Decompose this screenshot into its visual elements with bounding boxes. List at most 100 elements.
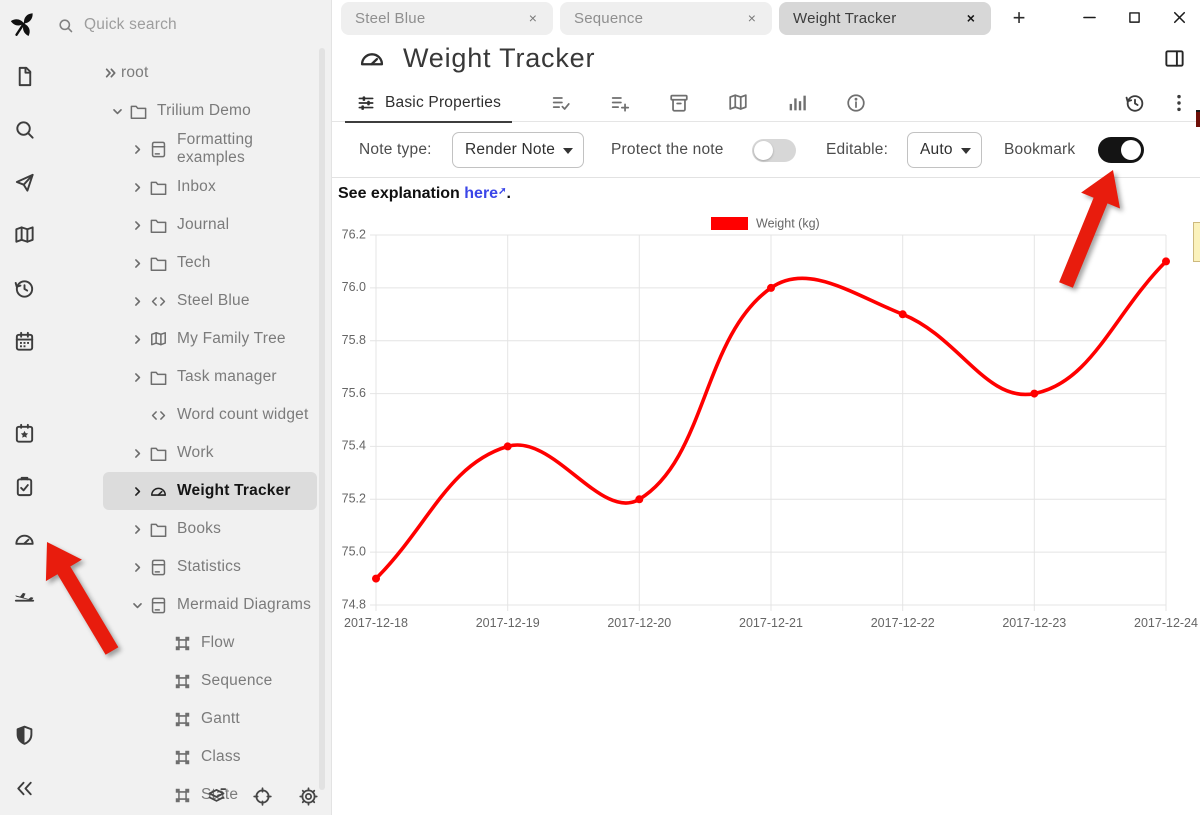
left-pane: Quick search root Trilium Demo Formatting … bbox=[0, 0, 331, 815]
tree-item-task-manager[interactable]: Task manager bbox=[103, 358, 323, 396]
note-tree-pane: Quick search root Trilium Demo Formatting … bbox=[48, 0, 331, 815]
launcher-jump-to-note-button[interactable] bbox=[0, 156, 48, 209]
tree-item-statistics[interactable]: Statistics bbox=[103, 548, 323, 586]
chevron-down-icon[interactable] bbox=[131, 595, 149, 615]
ribbon-tab-owned-attributes[interactable] bbox=[550, 92, 572, 114]
tree-item-trilium-demo[interactable]: Trilium Demo bbox=[103, 92, 323, 130]
chevron-right-icon[interactable] bbox=[131, 557, 149, 577]
history-icon bbox=[13, 277, 36, 300]
tree-item-tech[interactable]: Tech bbox=[103, 244, 323, 282]
tree-item-inbox[interactable]: Inbox bbox=[103, 168, 323, 206]
calendar-star-icon bbox=[13, 422, 36, 445]
note-type-select[interactable]: Render Note bbox=[452, 132, 585, 168]
tab-basic-properties[interactable]: Basic Properties bbox=[345, 84, 513, 123]
tab-close-icon[interactable]: × bbox=[528, 9, 538, 26]
folder-icon bbox=[149, 443, 177, 463]
plane-icon bbox=[13, 581, 36, 604]
more-menu-button[interactable] bbox=[1168, 92, 1190, 114]
data-point bbox=[503, 442, 512, 451]
tree-item-word-count-widget[interactable]: Word count widget bbox=[103, 396, 323, 434]
launcher-protected-session-button[interactable] bbox=[0, 709, 48, 762]
explanation-link[interactable]: here➚ bbox=[464, 185, 507, 202]
scroll-to-active-note-button[interactable] bbox=[252, 786, 273, 807]
tree-item-mermaid-diagrams[interactable]: Mermaid Diagrams bbox=[103, 586, 323, 624]
tab-sequence[interactable]: Sequence × bbox=[560, 1, 772, 35]
tree-item-label: Mermaid Diagrams bbox=[177, 596, 312, 613]
note-revisions-button[interactable] bbox=[1124, 92, 1146, 114]
code-icon bbox=[149, 405, 177, 425]
launcher-recent-changes-button[interactable] bbox=[0, 262, 48, 315]
expand-all-icon[interactable] bbox=[103, 63, 121, 83]
tab-label: Steel Blue bbox=[355, 9, 426, 27]
tab-steel-blue[interactable]: Steel Blue × bbox=[341, 1, 553, 35]
clipped-edge-element bbox=[1196, 110, 1200, 127]
svg-text:2017-12-20: 2017-12-20 bbox=[607, 616, 671, 630]
chevron-right-icon[interactable] bbox=[131, 367, 149, 387]
ribbon-tab-note-map[interactable] bbox=[727, 92, 749, 114]
tree-item-class[interactable]: Class bbox=[103, 738, 323, 776]
chevron-right-icon[interactable] bbox=[131, 329, 149, 349]
chevron-right-icon[interactable] bbox=[131, 139, 149, 159]
chevron-right-icon[interactable] bbox=[131, 443, 149, 463]
map-icon bbox=[149, 329, 177, 349]
tree-item-root[interactable]: root bbox=[103, 54, 323, 92]
main-pane: Steel Blue × Sequence × Weight Tracker × + We… bbox=[331, 0, 1200, 815]
tree-item-gantt[interactable]: Gantt bbox=[103, 700, 323, 738]
clipped-edge-note bbox=[1193, 222, 1200, 262]
chevron-right-icon[interactable] bbox=[131, 291, 149, 311]
tree-item-books[interactable]: Books bbox=[103, 510, 323, 548]
svg-text:2017-12-23: 2017-12-23 bbox=[1002, 616, 1066, 630]
editable-select[interactable]: Auto bbox=[907, 132, 982, 168]
tree-scrollbar[interactable] bbox=[319, 48, 325, 790]
tree-item-work[interactable]: Work bbox=[103, 434, 323, 472]
launcher-task-manager-button[interactable] bbox=[0, 460, 48, 513]
tree-item-flow[interactable]: Flow bbox=[103, 624, 323, 662]
chevron-right-icon[interactable] bbox=[131, 177, 149, 197]
launcher-search-notes-button[interactable] bbox=[0, 103, 48, 156]
launcher-calendar-button[interactable] bbox=[0, 315, 48, 368]
search-input[interactable]: Quick search bbox=[57, 8, 307, 42]
launcher-note-map-button[interactable] bbox=[0, 209, 48, 262]
ribbon-tab-similar-notes[interactable] bbox=[786, 92, 808, 114]
new-tab-button[interactable]: + bbox=[1012, 5, 1026, 30]
note-title[interactable]: Weight Tracker bbox=[403, 43, 596, 73]
tree-item-weight-tracker[interactable]: Weight Tracker bbox=[103, 472, 317, 510]
tree-item-formatting-examples[interactable]: Formatting examples bbox=[103, 130, 323, 168]
maximize-button[interactable] bbox=[1120, 3, 1149, 32]
bookmark-toggle[interactable] bbox=[1098, 137, 1144, 163]
tree-item-journal[interactable]: Journal bbox=[103, 206, 323, 244]
tree-item-steel-blue[interactable]: Steel Blue bbox=[103, 282, 323, 320]
folder-icon bbox=[149, 519, 177, 539]
minimize-button[interactable] bbox=[1075, 3, 1104, 32]
tab-weight-tracker[interactable]: Weight Tracker × bbox=[779, 1, 991, 35]
close-button[interactable] bbox=[1165, 3, 1194, 32]
folder-icon bbox=[149, 177, 177, 197]
collapse-note-tree-button[interactable] bbox=[206, 786, 227, 807]
launcher-travel-button[interactable] bbox=[0, 566, 48, 619]
svg-text:2017-12-21: 2017-12-21 bbox=[739, 616, 803, 630]
launcher-bookmarks-button[interactable] bbox=[0, 407, 48, 460]
notebook-icon bbox=[149, 139, 177, 159]
weight-chart: 74.8 75.0 75.2 75.4 75.6 75.8 76.0 76.2 2017-12-… bbox=[342, 217, 1198, 631]
launcher-new-note-button[interactable] bbox=[0, 50, 48, 103]
tree-settings-button[interactable] bbox=[298, 786, 319, 807]
tab-close-icon[interactable]: × bbox=[747, 9, 757, 26]
launcher-weight-tracker-button[interactable] bbox=[0, 513, 48, 566]
tree-item-sequence[interactable]: Sequence bbox=[103, 662, 323, 700]
create-split-icon[interactable] bbox=[1163, 47, 1186, 70]
tree-item-label: Work bbox=[177, 444, 214, 461]
tree-item-label: Formatting examples bbox=[177, 131, 254, 166]
tree-item-my-family-tree[interactable]: My Family Tree bbox=[103, 320, 323, 358]
tab-close-icon[interactable]: × bbox=[966, 9, 976, 26]
sliders-icon bbox=[356, 93, 376, 113]
launcher-collapse-pane-button[interactable] bbox=[0, 762, 48, 815]
ribbon-tab-note-info[interactable] bbox=[845, 92, 867, 114]
ribbon-tab-note-paths[interactable] bbox=[668, 92, 690, 114]
chevron-right-icon[interactable] bbox=[131, 253, 149, 273]
ribbon-tab-inherited-attributes[interactable] bbox=[609, 92, 631, 114]
protect-note-toggle[interactable] bbox=[752, 138, 796, 162]
chevron-right-icon[interactable] bbox=[131, 481, 149, 501]
chevron-right-icon[interactable] bbox=[131, 215, 149, 235]
chevron-right-icon[interactable] bbox=[131, 519, 149, 539]
chevron-down-icon[interactable] bbox=[111, 101, 129, 121]
